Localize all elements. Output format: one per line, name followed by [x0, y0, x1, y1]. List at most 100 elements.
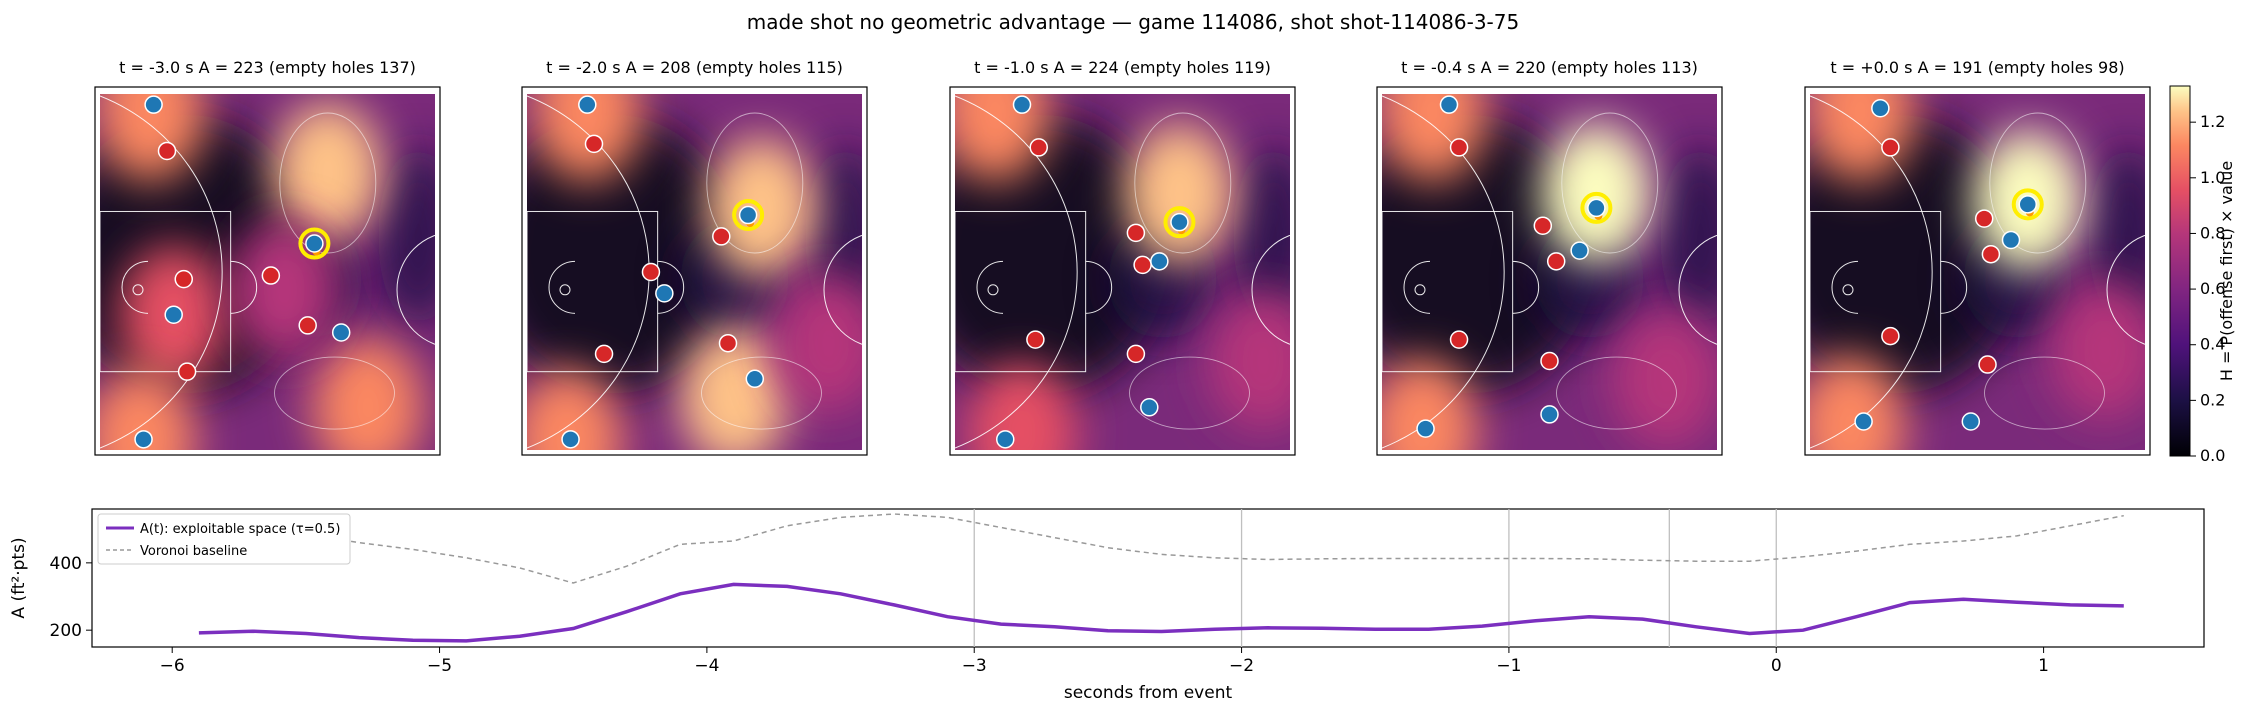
x-tick-label: 1	[2038, 656, 2049, 676]
three-point-arc	[955, 95, 1078, 449]
hoop	[987, 284, 999, 296]
shooter-ring	[732, 199, 765, 232]
heat-hot-spot	[272, 102, 383, 243]
defender-marker	[594, 344, 614, 364]
heat-cold-zone	[378, 146, 435, 327]
colorbar-tick-label: 0.4	[2200, 335, 2225, 354]
legend-box	[97, 513, 351, 565]
heat-hot-spot	[955, 94, 1051, 182]
colorbar-label: H = P(offense first) × value	[2217, 161, 2236, 381]
heat-cold-zone	[1233, 146, 1290, 327]
heat-hot-spot	[100, 94, 206, 182]
panel-title: t = -0.4 s A = 220 (empty holes 113)	[1401, 58, 1698, 77]
shooter-ring	[298, 227, 331, 260]
defender-marker	[1133, 255, 1152, 275]
defender-marker	[1533, 216, 1553, 235]
free-throw-arc	[1085, 260, 1113, 314]
contour-line	[1556, 356, 1677, 430]
restricted-arc	[1403, 260, 1431, 314]
offense-marker	[1854, 412, 1873, 431]
defender-marker	[174, 269, 193, 289]
offense-marker	[996, 430, 1015, 449]
three-point-arc	[1810, 95, 1933, 449]
timeseries-chart: −6 −5 −4 −3 −2 −1 0 1 200 400 seconds from event…	[9, 508, 2205, 703]
heat-hot-spot	[1382, 358, 1478, 450]
heat-cold-zone	[955, 114, 1169, 395]
colorbar-ticks: 0.0 0.2 0.4 0.6 0.8 1.0 1.2	[2190, 112, 2225, 465]
defender-marker	[1981, 244, 2001, 264]
panel-title: t = +0.0 s A = 191 (empty holes 98)	[1830, 58, 2124, 77]
heatmap	[955, 94, 1290, 450]
x-axis-label: seconds from event	[1064, 683, 1233, 703]
heat-hot-spot	[1810, 94, 1916, 182]
series-line-voronoi	[198, 513, 2124, 584]
heat-cold-zone	[527, 114, 741, 395]
colorbar-tick-label: 0.0	[2200, 446, 2225, 465]
series-line-a	[198, 582, 2124, 643]
defender-marker	[157, 141, 177, 161]
offense-marker	[738, 205, 758, 225]
heat-cold-zone	[1810, 114, 2024, 395]
defender-marker	[1126, 344, 1146, 364]
defender-marker	[261, 266, 281, 285]
defender-marker	[712, 227, 731, 246]
legend: A(t): exploitable space (τ=0.5) Voronoi …	[97, 513, 351, 565]
court-panel-1: t = -3.0 s A = 223 (empty holes 137)	[94, 58, 441, 456]
offense-marker	[134, 430, 153, 449]
paint-box	[100, 210, 232, 373]
contour-line	[1984, 356, 2105, 430]
x-tick-label: 0	[1771, 656, 1782, 676]
legend-label-a: A(t): exploitable space (τ=0.5)	[140, 522, 340, 537]
timeseries-frame	[91, 508, 2205, 648]
offense-marker	[2018, 195, 2037, 214]
heat-hot-spot	[1208, 291, 1290, 431]
paint-box	[955, 210, 1087, 373]
heat-hot-spot	[527, 369, 623, 450]
legend-label-voronoi: Voronoi baseline	[140, 544, 247, 559]
offense-marker	[1150, 252, 1169, 271]
shooter-ring	[1163, 206, 1196, 239]
heat-hot-spot	[1611, 308, 1717, 449]
center-circle	[1251, 234, 1290, 345]
paint-box	[1382, 210, 1514, 373]
offense-marker	[1439, 95, 1459, 114]
x-tick-label: −2	[1229, 656, 1254, 676]
y-axis-label: A (ft²·pts)	[9, 537, 29, 618]
colorbar-tick-label: 0.2	[2200, 390, 2225, 409]
contour-line	[701, 356, 822, 430]
court-panels: t = -3.0 s A = 223 (empty holes 137) t = …	[94, 58, 2151, 456]
panel-title: t = -2.0 s A = 208 (empty holes 115)	[546, 58, 843, 77]
colorbar: 0.0 0.2 0.4 0.6 0.8 1.0 1.2 H = P(offense firs…	[2169, 85, 2236, 465]
offense-marker	[1587, 198, 1606, 218]
restricted-arc	[121, 260, 149, 314]
defender-marker	[584, 134, 604, 154]
offense-marker	[655, 284, 674, 303]
colorbar-tick-label: 0.6	[2200, 279, 2225, 298]
heat-hot-spot	[773, 273, 862, 414]
y-ticks: 200 400	[50, 554, 92, 641]
defender-marker	[298, 316, 317, 335]
offense-marker	[1570, 241, 1589, 260]
hoop	[1842, 284, 1854, 296]
shooter-ring	[1580, 191, 1613, 224]
center-circle	[2106, 234, 2145, 345]
heat-hot-spot	[967, 362, 1077, 450]
defender-marker	[1974, 209, 1994, 228]
offense-marker	[1012, 95, 1032, 114]
offense-marker	[1961, 412, 1981, 431]
x-tick-label: −1	[1496, 656, 1521, 676]
heat-hot-spot	[1382, 94, 1488, 182]
heatmap	[527, 94, 862, 450]
offense-marker	[164, 305, 183, 324]
restricted-arc	[976, 260, 1004, 314]
contour-line	[1989, 112, 2087, 254]
free-throw-arc	[657, 260, 685, 314]
offense-marker	[1871, 98, 1890, 118]
offense-marker	[1170, 212, 1189, 232]
offense-marker	[1416, 419, 1435, 438]
contour-line	[706, 112, 804, 254]
offense-marker	[578, 95, 597, 114]
offense-marker	[745, 369, 765, 389]
shooter-ring	[2011, 188, 2044, 221]
